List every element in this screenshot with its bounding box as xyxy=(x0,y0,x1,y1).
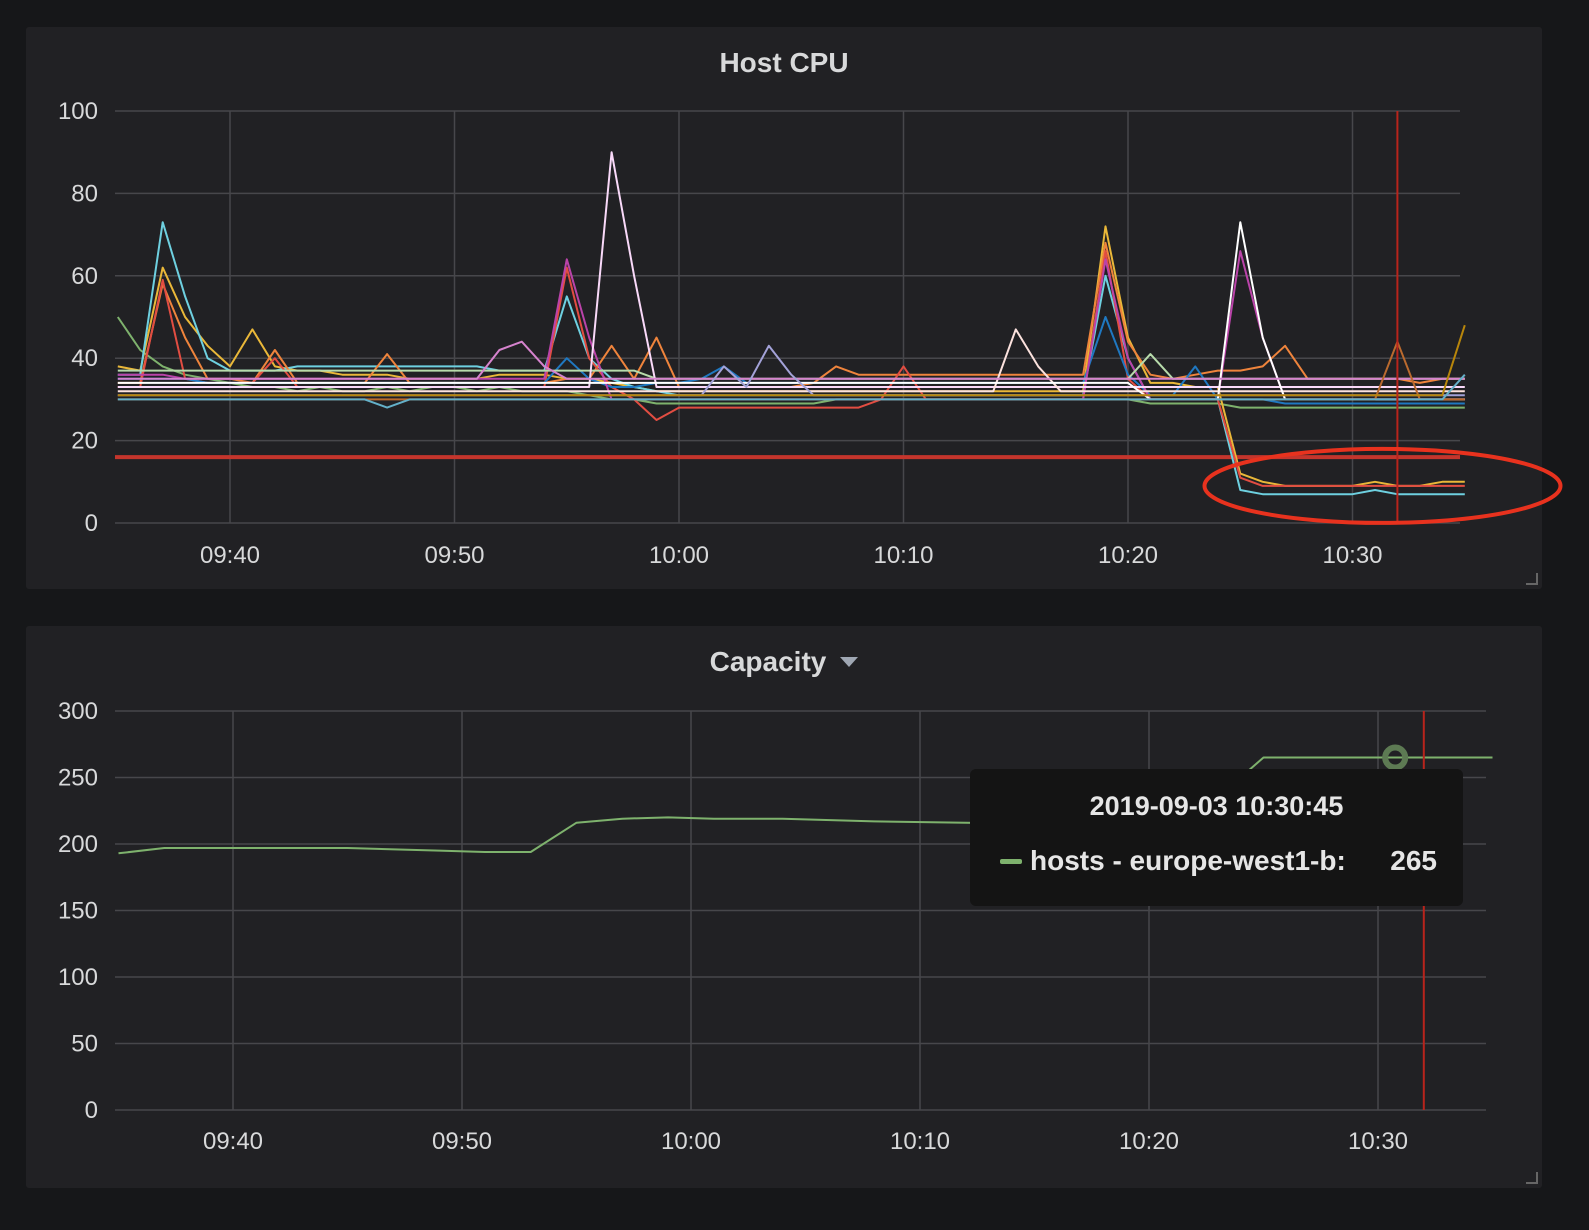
x-tick-label: 10:10 xyxy=(873,542,933,569)
series-line xyxy=(117,250,1465,401)
chevron-down-icon[interactable] xyxy=(840,657,859,667)
series-line xyxy=(118,756,1493,855)
panel-title-text: Host CPU xyxy=(719,47,849,78)
series-line xyxy=(117,374,1466,409)
series-line xyxy=(117,221,1465,401)
y-tick-label: 200 xyxy=(58,831,98,858)
capacity-panel: Capacity xyxy=(26,626,1542,1188)
hover-point-marker xyxy=(1382,744,1409,771)
series-line xyxy=(117,328,1465,393)
x-tick-label: 09:40 xyxy=(203,1128,263,1155)
series-line xyxy=(117,340,1465,380)
host-cpu-panel: Host CPU xyxy=(26,27,1542,589)
y-tick-label: 150 xyxy=(58,898,98,925)
x-tick-label: 10:30 xyxy=(1322,542,1382,569)
y-tick-label: 80 xyxy=(71,180,98,207)
resize-handle-icon[interactable] xyxy=(1526,573,1538,585)
x-tick-label: 10:20 xyxy=(1119,1128,1179,1155)
x-tick-label: 10:10 xyxy=(890,1128,950,1155)
y-tick-label: 100 xyxy=(58,98,98,125)
series-line xyxy=(117,151,1465,388)
series-line xyxy=(116,316,1465,409)
x-tick-label: 09:50 xyxy=(424,542,484,569)
tooltip-series-value: 265 xyxy=(1390,845,1437,876)
x-tick-label: 10:30 xyxy=(1348,1128,1408,1155)
y-tick-label: 50 xyxy=(71,1031,98,1058)
series-color-swatch xyxy=(1000,858,1022,864)
tooltip-timestamp: 2019-09-03 10:30:45 xyxy=(1089,791,1344,821)
hover-tooltip: 2019-09-03 10:30:45 hosts - europe-west1… xyxy=(970,769,1463,906)
panel-title-text: Capacity xyxy=(709,646,827,677)
resize-handle-icon[interactable] xyxy=(1526,1172,1538,1184)
tooltip-series-row: hosts - europe-west1-b: 265 xyxy=(1000,845,1437,877)
y-tick-label: 60 xyxy=(71,263,98,290)
series-line xyxy=(117,324,1466,397)
series-line xyxy=(117,225,1465,487)
y-tick-label: 300 xyxy=(58,698,98,725)
x-tick-label: 10:00 xyxy=(661,1128,721,1155)
series-line xyxy=(117,250,1465,487)
y-tick-label: 20 xyxy=(71,428,98,455)
panel-title-host-cpu[interactable]: Host CPU xyxy=(26,47,1542,79)
y-tick-label: 100 xyxy=(58,964,98,991)
series-line xyxy=(117,241,1465,388)
y-tick-label: 0 xyxy=(85,1097,98,1124)
x-tick-label: 09:50 xyxy=(432,1128,492,1155)
annotation-ellipse xyxy=(1202,446,1563,525)
y-tick-label: 0 xyxy=(85,510,98,537)
x-tick-label: 10:00 xyxy=(649,542,709,569)
y-tick-label: 250 xyxy=(58,765,98,792)
tooltip-series-label: hosts - europe-west1-b: xyxy=(1030,845,1346,876)
panel-title-capacity[interactable]: Capacity xyxy=(26,646,1542,678)
x-tick-label: 10:20 xyxy=(1098,542,1158,569)
x-tick-label: 09:40 xyxy=(200,542,260,569)
y-tick-label: 40 xyxy=(71,345,98,372)
